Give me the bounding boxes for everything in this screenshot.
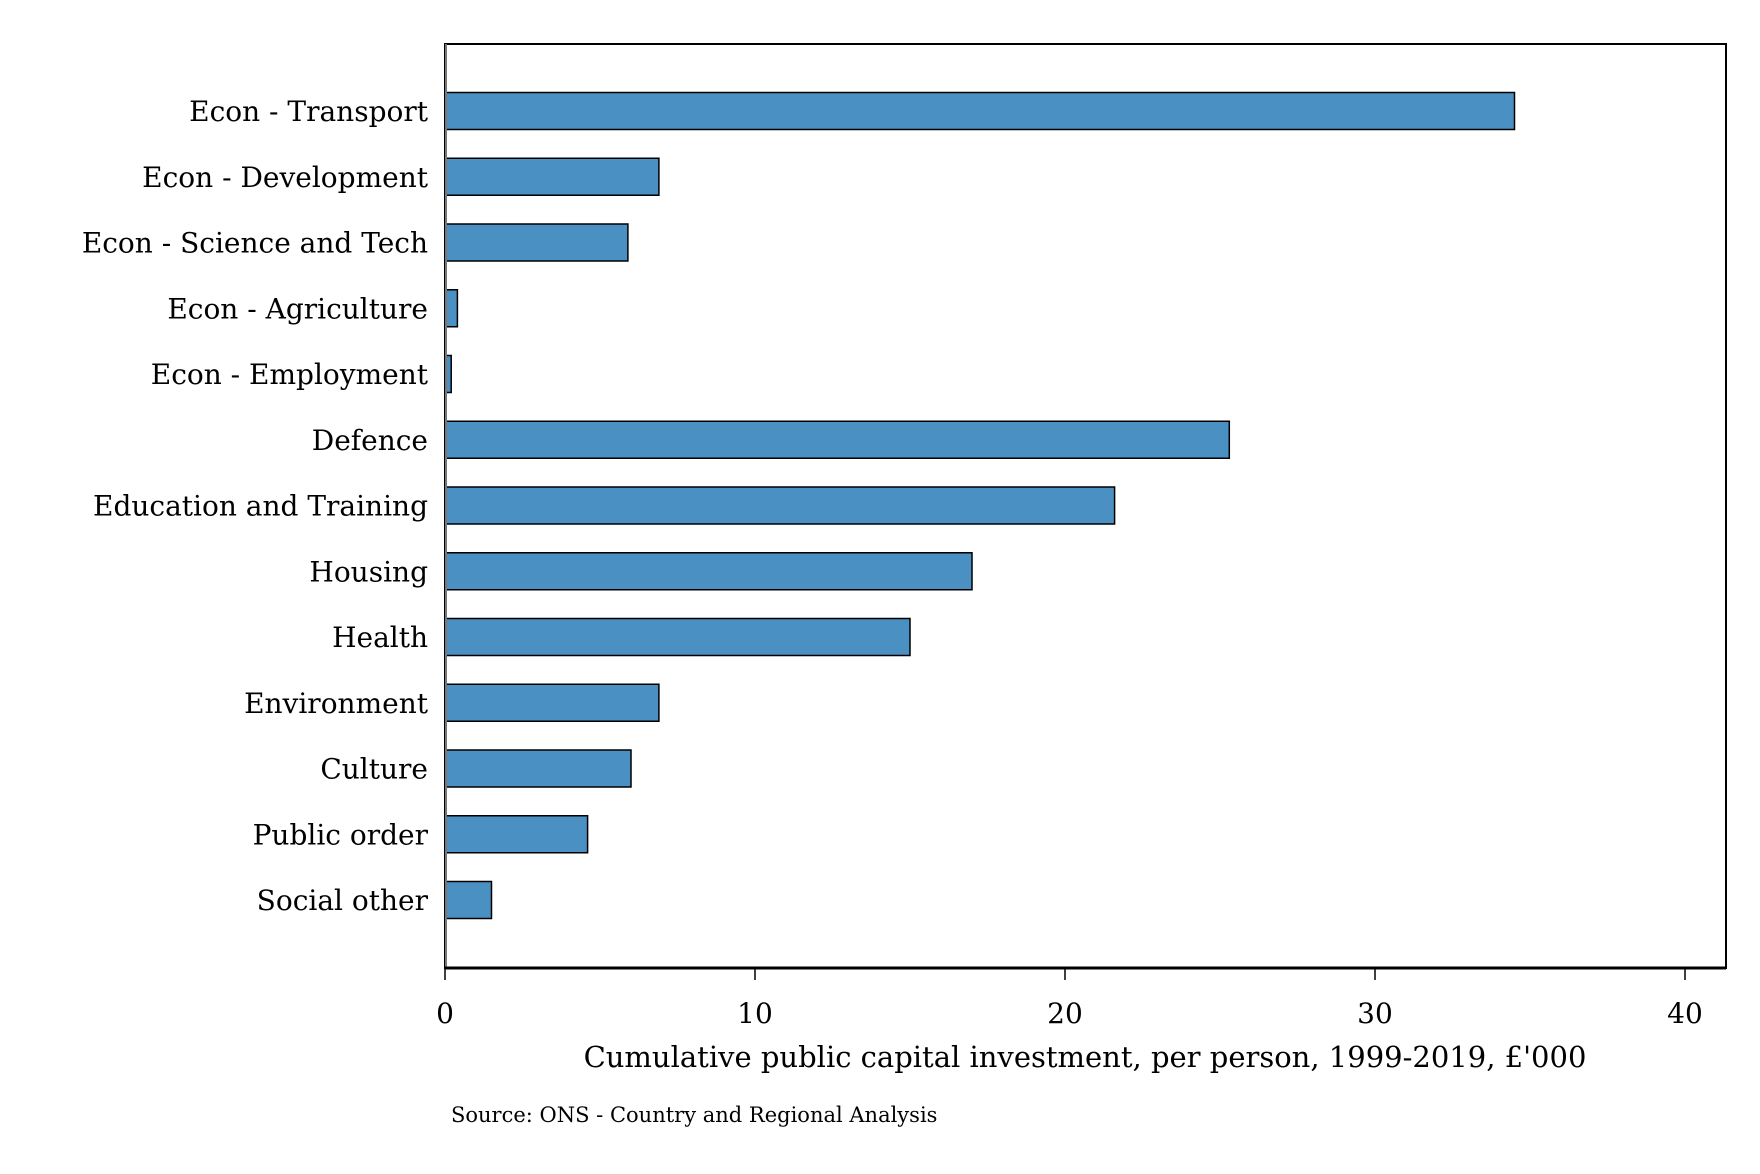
category-label: Econ - Employment: [151, 358, 429, 391]
bar-group: [444, 91, 1516, 920]
bar-public-order: [444, 815, 589, 854]
category-label: Health: [332, 621, 428, 654]
x-axis-title: Cumulative public capital investment, pe…: [584, 1040, 1587, 1074]
x-axis-ticks: 0 10 20 30 40: [436, 968, 1703, 1030]
bar-culture: [444, 749, 632, 788]
x-tick-label: 0: [436, 997, 454, 1030]
bar-social-other: [444, 880, 493, 920]
category-label: Defence: [312, 424, 428, 457]
bar-econ-development: [444, 157, 660, 196]
x-tick-label: 20: [1047, 997, 1083, 1030]
category-label: Social other: [257, 884, 429, 917]
source-note: Source: ONS - Country and Regional Analy…: [451, 1103, 937, 1127]
bar-education-and-training: [444, 486, 1116, 525]
category-label: Education and Training: [93, 490, 428, 523]
x-tick-label: 40: [1667, 997, 1703, 1030]
bar-econ-transport: [444, 91, 1516, 131]
category-label: Econ - Development: [142, 161, 429, 194]
category-labels: Econ - Transport Econ - Development Econ -…: [82, 95, 429, 917]
category-label: Econ - Agriculture: [167, 292, 428, 325]
category-label: Housing: [309, 555, 428, 588]
bar-defence: [444, 420, 1231, 459]
bar-environment: [444, 683, 660, 722]
x-tick-label: 10: [737, 997, 773, 1030]
bar-health: [444, 617, 911, 657]
category-label: Culture: [320, 753, 428, 786]
category-label: Econ - Transport: [189, 95, 429, 128]
category-label: Econ - Science and Tech: [82, 227, 428, 260]
bar-housing: [444, 552, 973, 591]
category-label: Environment: [244, 687, 429, 720]
category-label: Public order: [253, 818, 429, 851]
bar-econ-science-and-tech: [444, 223, 629, 262]
x-tick-label: 30: [1357, 997, 1393, 1030]
